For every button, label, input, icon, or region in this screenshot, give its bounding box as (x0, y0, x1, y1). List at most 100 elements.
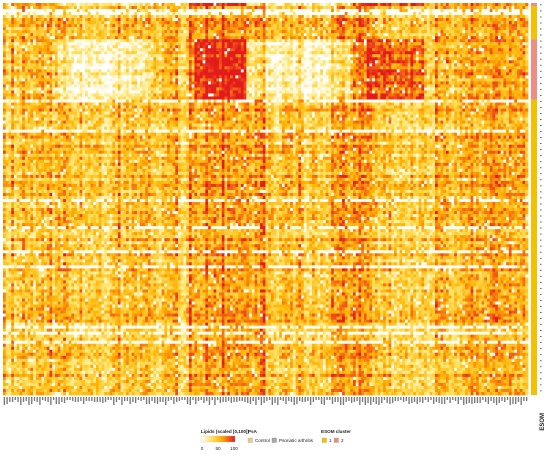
heatmap-cell (139, 42, 143, 46)
heatmap-cell (254, 18, 258, 22)
heatmap-cell (281, 24, 285, 28)
heatmap-cell (175, 3, 179, 7)
heatmap-cell (71, 39, 75, 43)
heatmap-cell (451, 15, 455, 19)
heatmap-cell (199, 33, 203, 37)
heatmap-cell (369, 33, 373, 37)
heatmap-cell (93, 51, 97, 55)
heatmap-cell (169, 69, 173, 73)
heatmap-cell (136, 57, 141, 61)
heatmap-cell (186, 3, 190, 7)
heatmap-cell (432, 3, 436, 7)
heatmap-cell (331, 42, 335, 46)
heatmap-cell (180, 72, 184, 76)
heatmap-cell (27, 39, 31, 43)
heatmap-cell (273, 66, 277, 70)
heatmap-cell (49, 15, 53, 19)
heatmap-cell (175, 57, 179, 61)
heatmap-cell (377, 24, 381, 28)
heatmap-cell (369, 57, 373, 61)
heatmap-cell (462, 6, 466, 10)
heatmap-cell (394, 18, 398, 22)
heatmap-cell (462, 42, 466, 46)
heatmap-cell (314, 33, 318, 37)
heatmap-cell (361, 45, 365, 49)
heatmap-cell (194, 27, 198, 31)
heatmap-cell (243, 24, 247, 28)
heatmap-cell (95, 75, 100, 79)
heatmap-cell (249, 60, 253, 64)
heatmap-cell (219, 66, 223, 70)
heatmap-cell (462, 36, 466, 40)
heatmap-cell (117, 75, 121, 79)
heatmap-cell (268, 12, 272, 16)
heatmap-cell (311, 54, 316, 58)
heatmap-cell (22, 21, 26, 25)
heatmap-cell (284, 30, 288, 34)
heatmap-cell (445, 72, 450, 76)
heatmap-cell (344, 27, 348, 31)
heatmap-cell (486, 78, 491, 82)
heatmap-cell (251, 6, 255, 10)
heatmap-cell (101, 36, 105, 40)
heatmap-cell (317, 15, 321, 19)
heatmap-cell (93, 72, 97, 76)
heatmap-cell (295, 21, 299, 25)
heatmap-cell (394, 45, 398, 49)
heatmap-cell (347, 15, 351, 19)
heatmap-cell (462, 72, 466, 76)
heatmap-cell (120, 15, 124, 19)
heatmap-cell (519, 42, 523, 46)
heatmap-cell (344, 78, 348, 82)
heatmap-cell (134, 78, 138, 82)
heatmap-cell (13, 78, 18, 82)
heatmap-cell (385, 45, 389, 49)
heatmap-cell (358, 42, 362, 46)
heatmap-cell (361, 78, 365, 82)
heatmap-cell (353, 21, 357, 25)
heatmap-cell (11, 78, 15, 82)
heatmap-cell (219, 45, 223, 49)
heatmap-cell (71, 21, 75, 25)
heatmap-cell (394, 60, 398, 64)
heatmap-cell (495, 36, 499, 40)
heatmap-cell (49, 6, 53, 10)
heatmap-cell (30, 60, 34, 64)
heatmap-cell (197, 45, 201, 49)
heatmap-cell (388, 6, 392, 10)
heatmap-cell (361, 69, 365, 73)
heatmap-cell (202, 42, 206, 46)
heatmap-cell (68, 39, 72, 43)
heatmap-cell (358, 54, 362, 58)
heatmap-cell (322, 24, 326, 28)
heatmap-cell (503, 39, 507, 43)
heatmap-cell (106, 45, 110, 49)
heatmap-cell (276, 39, 280, 43)
heatmap-cell (246, 9, 250, 13)
heatmap-cell (486, 12, 491, 16)
heatmap-cell (87, 66, 91, 70)
heatmap-cell (260, 21, 264, 25)
heatmap-cell (202, 15, 206, 19)
heatmap-cell (240, 27, 244, 31)
heatmap-cell (13, 75, 18, 79)
heatmap-cell (24, 24, 28, 28)
heatmap-cell (328, 33, 332, 37)
heatmap-cell (169, 12, 173, 16)
heatmap-cell (76, 33, 80, 37)
heatmap-cell (292, 9, 296, 13)
heatmap-cell (123, 12, 127, 16)
heatmap-cell (402, 12, 406, 16)
heatmap-cell (467, 57, 471, 61)
heatmap-cell (183, 3, 187, 7)
heatmap-cell (251, 21, 255, 25)
heatmap-cell (232, 3, 236, 7)
heatmap-cell (246, 39, 250, 43)
heatmap-cell (44, 33, 48, 37)
heatmap-cell (383, 3, 387, 7)
heatmap-cell (57, 3, 61, 7)
heatmap-cell (117, 45, 121, 49)
heatmap-cell (314, 66, 318, 70)
heatmap-cell (429, 9, 433, 13)
heatmap-cell (16, 33, 20, 37)
